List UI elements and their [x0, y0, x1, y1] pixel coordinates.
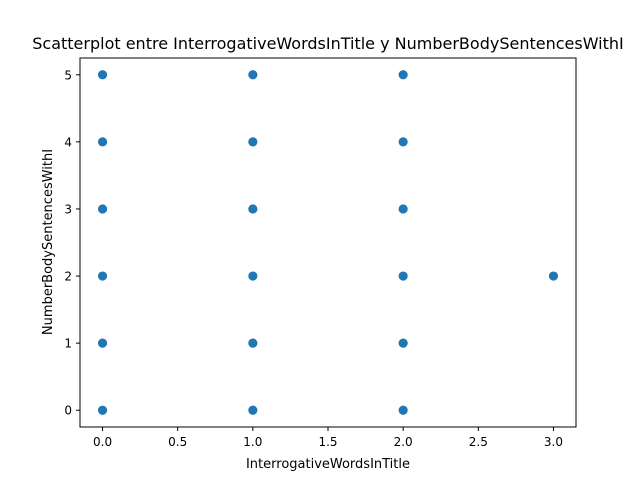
- x-tick-label: 1.0: [243, 435, 262, 449]
- scatter-point: [398, 70, 408, 80]
- scatter-point: [97, 137, 108, 147]
- x-tick-label: 0.0: [93, 435, 112, 449]
- scatter-point: [248, 271, 258, 281]
- scatter-point: [97, 338, 108, 348]
- scatter-point: [248, 70, 258, 80]
- scatter-point: [97, 70, 108, 80]
- x-tick-label: 1.5: [318, 435, 337, 449]
- x-tick-label: 2.5: [469, 435, 488, 449]
- scatter-point: [97, 204, 108, 214]
- y-tick-label: 2: [64, 270, 72, 284]
- x-tick-label: 0.5: [168, 435, 187, 449]
- scatter-point: [398, 204, 408, 214]
- y-tick-label: 4: [64, 135, 72, 149]
- scatter-point: [97, 405, 108, 415]
- chart-title: Scatterplot entre InterrogativeWordsInTi…: [32, 34, 624, 53]
- scatter-point: [548, 271, 559, 281]
- scatter-point: [398, 137, 408, 147]
- scatter-point: [248, 338, 258, 348]
- y-tick-label: 3: [64, 202, 72, 216]
- x-tick-label: 2.0: [394, 435, 413, 449]
- y-tick-label: 0: [64, 404, 72, 418]
- x-axis: 0.0 0.5 1.0 1.5 2.0 2.5 3.0: [93, 427, 563, 449]
- y-axis-label: NumberBodySentencesWithI: [41, 149, 56, 335]
- y-tick-label: 5: [64, 68, 72, 82]
- scatter-point: [248, 405, 258, 415]
- x-axis-label: InterrogativeWordsInTitle: [246, 457, 410, 472]
- scatter-point: [248, 137, 258, 147]
- scatter-point: [398, 271, 408, 281]
- scatter-point: [97, 271, 108, 281]
- scatter-point: [248, 204, 258, 214]
- scatter-point: [398, 405, 408, 415]
- points-layer: [97, 70, 559, 415]
- scatter-point: [398, 338, 408, 348]
- y-axis: 0 1 2 3 4 5: [64, 68, 80, 418]
- x-tick-label: 3.0: [544, 435, 563, 449]
- y-tick-label: 1: [64, 337, 72, 351]
